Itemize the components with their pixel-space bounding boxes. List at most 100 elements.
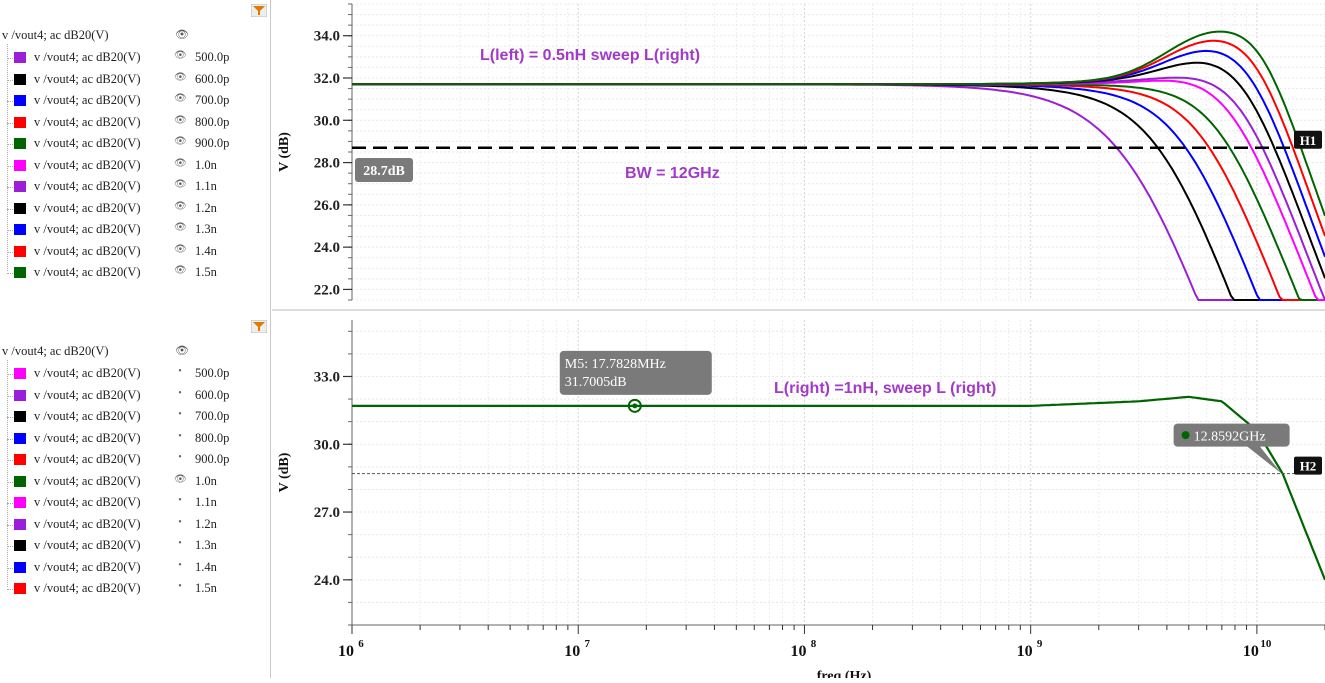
- eye-icon[interactable]: 👁: [174, 157, 187, 169]
- hidden-dot-icon[interactable]: •: [178, 495, 182, 506]
- hidden-dot-icon[interactable]: •: [178, 387, 182, 399]
- legend-top: v /vout4; ac dB20(V) 👁 v /vout4; ac dB20(V…: [0, 0, 270, 310]
- eye-icon[interactable]: 👁: [174, 473, 187, 485]
- eye-icon[interactable]: 👁: [175, 345, 189, 357]
- hidden-dot-icon[interactable]: •: [178, 581, 182, 592]
- legend-entry-value: 900.0p: [195, 452, 230, 466]
- legend-root-label: v /vout4; ac dB20(V): [2, 28, 109, 42]
- legend-entry-value: 1.2n: [195, 516, 217, 531]
- legend-entry[interactable]: v /vout4; ac dB20(V) • 700.0p: [0, 406, 270, 428]
- hidden-dot-icon[interactable]: •: [178, 538, 182, 549]
- hidden-dot-icon[interactable]: •: [178, 430, 182, 442]
- eye-icon[interactable]: 👁: [174, 50, 187, 61]
- eye-icon[interactable]: 👁: [174, 136, 187, 147]
- hidden-dot-icon[interactable]: •: [178, 516, 182, 528]
- legend-entry[interactable]: v /vout4; ac dB20(V) 👁 500.0p: [0, 47, 270, 69]
- legend-tree-twig: [7, 546, 13, 547]
- bw-pointer: [1243, 443, 1282, 474]
- legend-entry-label: v /vout4; ac dB20(V): [34, 366, 141, 380]
- color-swatch: [14, 454, 26, 465]
- y-tick-label: 32.0: [314, 71, 340, 87]
- legend-entry[interactable]: v /vout4; ac dB20(V) 👁 700.0p: [0, 90, 270, 112]
- legend-entry-label: v /vout4; ac dB20(V): [34, 430, 141, 445]
- x-axis-label: freq (Hz): [817, 669, 872, 678]
- legend-entry-label: v /vout4; ac dB20(V): [34, 516, 141, 531]
- legend-entry[interactable]: v /vout4; ac dB20(V) • 600.0p: [0, 385, 270, 407]
- color-swatch: [14, 116, 26, 128]
- waveform-chart[interactable]: 34.0 32.0 30.0 28.0 26.0 24.0 22.0 V (dB) H1 28.7…: [272, 0, 1325, 683]
- series-line: [352, 83, 1325, 301]
- legend-entry-label: v /vout4; ac dB20(V): [34, 222, 141, 236]
- legend-tree-twig: [7, 273, 13, 274]
- legend-tree-twig: [7, 251, 13, 253]
- legend-tree-twig: [7, 101, 13, 102]
- filter-icon[interactable]: [250, 319, 268, 334]
- legend-tree-twig: [7, 165, 13, 167]
- y-tick-label: 33.0: [314, 369, 340, 385]
- color-swatch: [14, 497, 26, 508]
- color-swatch: [14, 432, 26, 444]
- marker-tooltip-line2: 31.7005dB: [565, 375, 627, 390]
- plot-panel: 33.0 30.0 27.0 24.0 V (dB): [277, 320, 1325, 626]
- legend-entry[interactable]: v /vout4; ac dB20(V) • 800.0p: [0, 428, 270, 450]
- legend-entry-label: v /vout4; ac dB20(V): [34, 473, 141, 488]
- hidden-dot-icon[interactable]: •: [178, 366, 182, 377]
- eye-icon[interactable]: 👁: [174, 93, 187, 104]
- series-line: [352, 83, 1325, 301]
- legend-tree-twig: [7, 589, 13, 590]
- plot-area[interactable]: 34.0 32.0 30.0 28.0 26.0 24.0 22.0 V (dB) H1 28.7…: [272, 0, 1325, 683]
- legend-entry[interactable]: v /vout4; ac dB20(V) • 1.3n: [0, 535, 270, 557]
- color-swatch: [14, 95, 26, 106]
- legend-entry[interactable]: v /vout4; ac dB20(V) 👁 1.1n: [0, 176, 270, 198]
- legend-entry[interactable]: v /vout4; ac dB20(V) 👁 1.3n: [0, 219, 270, 241]
- legend-tree-twig: [7, 524, 13, 526]
- legend-entry[interactable]: v /vout4; ac dB20(V) • 900.0p: [0, 449, 270, 471]
- y-axis-label: V (dB): [277, 132, 292, 172]
- legend-entry[interactable]: v /vout4; ac dB20(V) • 500.0p: [0, 363, 270, 385]
- legend-entry[interactable]: v /vout4; ac dB20(V) • 1.5n: [0, 578, 270, 600]
- hidden-dot-icon[interactable]: •: [178, 559, 182, 571]
- legend-entry[interactable]: v /vout4; ac dB20(V) • 1.2n: [0, 514, 270, 536]
- color-swatch: [14, 540, 26, 551]
- legend-tree-twig: [7, 58, 13, 59]
- h2-tag-label: H2: [1300, 459, 1317, 474]
- legend-entry-label: v /vout4; ac dB20(V): [34, 50, 141, 64]
- eye-icon[interactable]: 👁: [174, 114, 187, 126]
- y-tick-label: 27.0: [314, 505, 340, 521]
- legend-entry[interactable]: v /vout4; ac dB20(V) 👁 1.5n: [0, 262, 270, 284]
- legend-entry-label: v /vout4; ac dB20(V): [34, 495, 141, 509]
- marker-tooltip-box: [559, 350, 712, 395]
- annotation-text: L(left) = 0.5nH sweep L(right): [480, 47, 700, 64]
- x-tick-label: 10: [1017, 643, 1033, 660]
- legend-entry-label: v /vout4; ac dB20(V): [34, 179, 141, 193]
- legend-entry[interactable]: v /vout4; ac dB20(V) • 1.1n: [0, 492, 270, 514]
- eye-icon[interactable]: 👁: [174, 200, 187, 212]
- eye-icon[interactable]: 👁: [175, 29, 189, 41]
- legend-entry[interactable]: v /vout4; ac dB20(V) 👁 1.0n: [0, 155, 270, 177]
- color-swatch: [14, 52, 26, 63]
- legend-entry-value: 1.4n: [195, 559, 217, 574]
- eye-icon[interactable]: 👁: [174, 222, 187, 233]
- hidden-dot-icon[interactable]: •: [178, 409, 182, 420]
- marker-ring: [627, 398, 642, 413]
- color-swatch: [14, 475, 26, 487]
- legend-entry[interactable]: v /vout4; ac dB20(V) 👁 1.0n: [0, 471, 270, 493]
- eye-icon[interactable]: 👁: [174, 179, 187, 190]
- legend-entry[interactable]: v /vout4; ac dB20(V) 👁 1.2n: [0, 198, 270, 220]
- color-swatch: [14, 181, 26, 192]
- legend-entry[interactable]: v /vout4; ac dB20(V) 👁 800.0p: [0, 112, 270, 134]
- filter-icon[interactable]: [250, 3, 268, 18]
- legend-entry[interactable]: v /vout4; ac dB20(V) 👁 900.0p: [0, 133, 270, 155]
- legend-entry[interactable]: v /vout4; ac dB20(V) 👁 600.0p: [0, 69, 270, 91]
- eye-icon[interactable]: 👁: [174, 243, 187, 255]
- plot-panel: 34.0 32.0 30.0 28.0 26.0 24.0 22.0 V (dB): [277, 3, 1325, 301]
- eye-icon[interactable]: 👁: [174, 71, 187, 83]
- x-tick-label: 10: [564, 643, 580, 660]
- legend-entry-value: 600.0p: [195, 387, 230, 402]
- hidden-dot-icon[interactable]: •: [178, 452, 182, 463]
- x-tick-exponent: 9: [1037, 638, 1043, 650]
- legend-entry[interactable]: v /vout4; ac dB20(V) • 1.4n: [0, 557, 270, 579]
- eye-icon[interactable]: 👁: [174, 265, 187, 276]
- legend-entry[interactable]: v /vout4; ac dB20(V) 👁 1.4n: [0, 241, 270, 263]
- h1-tag-label: H1: [1300, 133, 1317, 148]
